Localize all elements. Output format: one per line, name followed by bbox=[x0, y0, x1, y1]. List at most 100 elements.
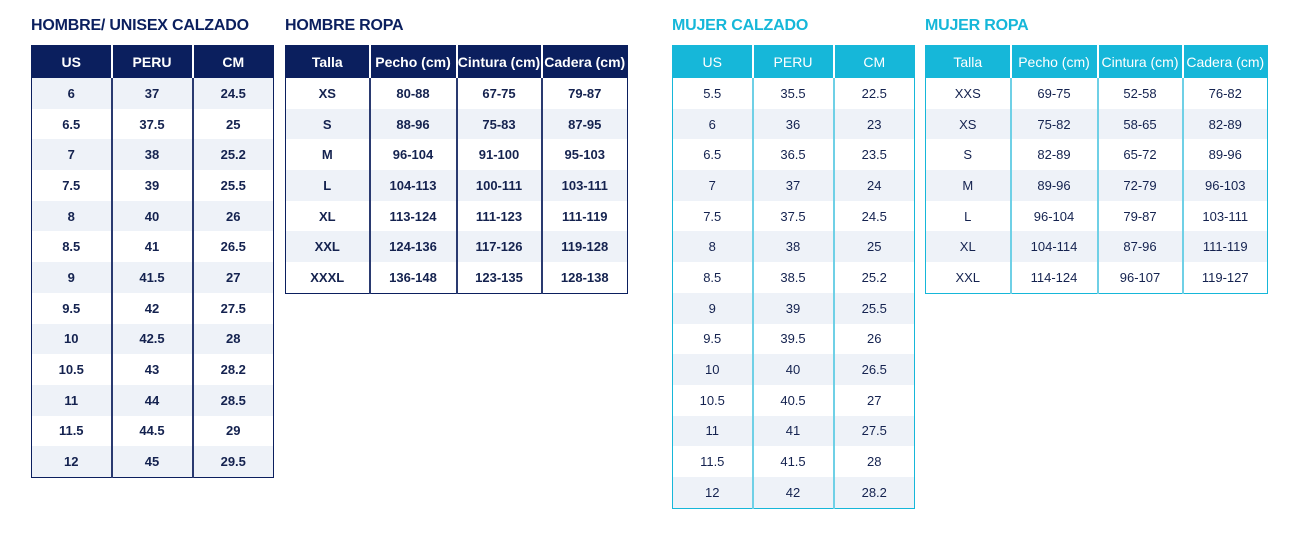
table-cell: 96-107 bbox=[1096, 262, 1183, 294]
table-cell: 11 bbox=[672, 415, 753, 447]
table-cell: 12 bbox=[672, 476, 753, 509]
table-cell: 28.5 bbox=[191, 384, 274, 416]
table-cell: 40 bbox=[110, 200, 193, 232]
table-cell: 91-100 bbox=[455, 139, 542, 171]
table-row: 9 41.5 27 bbox=[31, 262, 274, 293]
table-cell: XL bbox=[925, 231, 1011, 263]
table-row: 12 42 28.2 bbox=[672, 476, 915, 509]
table-cell: 25 bbox=[832, 231, 915, 263]
table-cell: 111-119 bbox=[1181, 231, 1268, 263]
table-row: 7.5 39 25.5 bbox=[32, 170, 274, 201]
table-cell: 96-104 bbox=[1009, 200, 1098, 232]
table-row: 6 37 24.5 bbox=[31, 78, 274, 109]
table-cell: 26 bbox=[191, 200, 274, 232]
table-cell: 41.5 bbox=[110, 262, 193, 293]
header-row: Talla Pecho (cm) Cintura (cm) Cadera (cm) bbox=[285, 45, 628, 78]
table-cell: 38 bbox=[751, 231, 834, 263]
table-cell: S bbox=[285, 108, 370, 140]
table-cell: 75-82 bbox=[1009, 108, 1098, 140]
column-header: Cintura (cm) bbox=[1096, 45, 1183, 78]
table-cell: 26 bbox=[832, 323, 915, 355]
table-cell: 37.5 bbox=[110, 108, 193, 140]
table-cell: 10 bbox=[672, 354, 753, 385]
table-row: XL 104-114 87-96 111-119 bbox=[925, 231, 1268, 263]
column-header: Cadera (cm) bbox=[540, 45, 628, 78]
header-row: US PERU CM bbox=[672, 45, 915, 78]
table-cell: 11.5 bbox=[58, 423, 84, 439]
table-cell: 9.5 bbox=[62, 300, 81, 316]
table-cell: 28.2 bbox=[832, 476, 915, 509]
table-cell: 42 bbox=[110, 292, 193, 324]
table-cell: M bbox=[321, 147, 333, 163]
column-header: CM bbox=[832, 45, 915, 78]
table-row: M 96-104 91-100 95-103 bbox=[286, 139, 628, 171]
table-cell: 6 bbox=[672, 108, 753, 140]
table-cell: 42.5 bbox=[110, 323, 193, 355]
table-cell: XL bbox=[318, 208, 336, 224]
table-cell: 8.5 bbox=[62, 239, 81, 255]
table-row: XXL 114-124 96-107 119-127 bbox=[926, 262, 1268, 294]
table-cell: 10.5 bbox=[58, 362, 84, 378]
table-cell: 40 bbox=[751, 354, 834, 385]
column-header: US bbox=[672, 45, 753, 78]
table-cell: 36.5 bbox=[751, 139, 834, 171]
table-cell: 103-111 bbox=[540, 170, 628, 201]
table-cell: 111-123 bbox=[455, 200, 542, 232]
table-cell: 113-124 bbox=[368, 200, 457, 232]
table-cell: XXS bbox=[954, 85, 981, 101]
table-row: 5.5 35.5 22.5 bbox=[673, 78, 915, 109]
table-cell: 44.5 bbox=[110, 415, 193, 447]
table-cell: 7.5 bbox=[62, 177, 81, 193]
table-cell: XS bbox=[925, 108, 1011, 140]
table-row: 12 45 29.5 bbox=[31, 446, 274, 478]
table-row: XS 80-88 67-75 79-87 bbox=[286, 78, 628, 109]
title-hombre-calzado: HOMBRE/ UNISEX CALZADO bbox=[31, 17, 249, 34]
table-row: 9.5 39.5 26 bbox=[673, 323, 915, 355]
header-row: US PERU CM bbox=[31, 45, 274, 78]
table-cell: 26.5 bbox=[191, 231, 274, 263]
table-cell: 27.5 bbox=[191, 292, 274, 324]
table-cell: 103-111 bbox=[1181, 200, 1268, 232]
table-cell: 25.5 bbox=[191, 170, 274, 201]
table-cell: 36 bbox=[751, 108, 834, 140]
table-mujer-ropa: Talla Pecho (cm) Cintura (cm) Cadera (cm) XX… bbox=[925, 45, 1268, 294]
table-cell: 10 bbox=[31, 323, 112, 355]
table-cell: 27.5 bbox=[832, 415, 915, 447]
table-cell: 75-83 bbox=[455, 108, 542, 140]
table-row: L 96-104 79-87 103-111 bbox=[926, 200, 1268, 232]
table-row: 9 39 25.5 bbox=[672, 292, 915, 324]
column-header: Talla bbox=[285, 45, 370, 78]
table-cell: 35.5 bbox=[751, 78, 834, 109]
table-cell: 38 bbox=[110, 139, 193, 171]
table-cell: 25 bbox=[191, 108, 274, 140]
table-cell: 23.5 bbox=[832, 139, 915, 171]
table-cell: 79-87 bbox=[540, 78, 628, 109]
table-cell: 12 bbox=[31, 446, 112, 478]
table-cell: L bbox=[964, 208, 972, 224]
table-row: 10.5 40.5 27 bbox=[673, 384, 915, 416]
table-cell: 8 bbox=[672, 231, 753, 263]
table-row: 8.5 41 26.5 bbox=[32, 231, 274, 263]
table-cell: 45 bbox=[110, 446, 193, 478]
table-cell: 136-148 bbox=[368, 262, 457, 294]
table-mujer-calzado: US PERU CM 5.5 35.5 22.5 6 36 23 6.5 36.5 23.5 7 37 24… bbox=[672, 45, 915, 509]
table-cell: 111-119 bbox=[540, 200, 628, 232]
table-cell: 8 bbox=[31, 200, 112, 232]
table-cell: 28 bbox=[191, 323, 274, 355]
table-hombre-ropa: Talla Pecho (cm) Cintura (cm) Cadera (cm) XS… bbox=[285, 45, 628, 294]
table-cell: 95-103 bbox=[540, 139, 628, 171]
table-row: 6.5 36.5 23.5 bbox=[673, 139, 915, 171]
table-cell: 7.5 bbox=[703, 208, 722, 224]
column-header: Pecho (cm) bbox=[1009, 45, 1098, 78]
table-cell: XXXL bbox=[310, 269, 345, 285]
table-cell: 79-87 bbox=[1096, 200, 1183, 232]
table-cell: 128-138 bbox=[540, 262, 628, 294]
table-cell: 58-65 bbox=[1096, 108, 1183, 140]
table-row: 7 38 25.2 bbox=[31, 139, 274, 171]
table-cell: 10.5 bbox=[699, 392, 725, 408]
table-cell: 124-136 bbox=[368, 231, 457, 263]
table-row: 11.5 44.5 29 bbox=[32, 415, 274, 447]
table-cell: 100-111 bbox=[455, 170, 542, 201]
table-cell: 114-124 bbox=[1009, 262, 1098, 294]
table-cell: 24.5 bbox=[191, 78, 274, 109]
